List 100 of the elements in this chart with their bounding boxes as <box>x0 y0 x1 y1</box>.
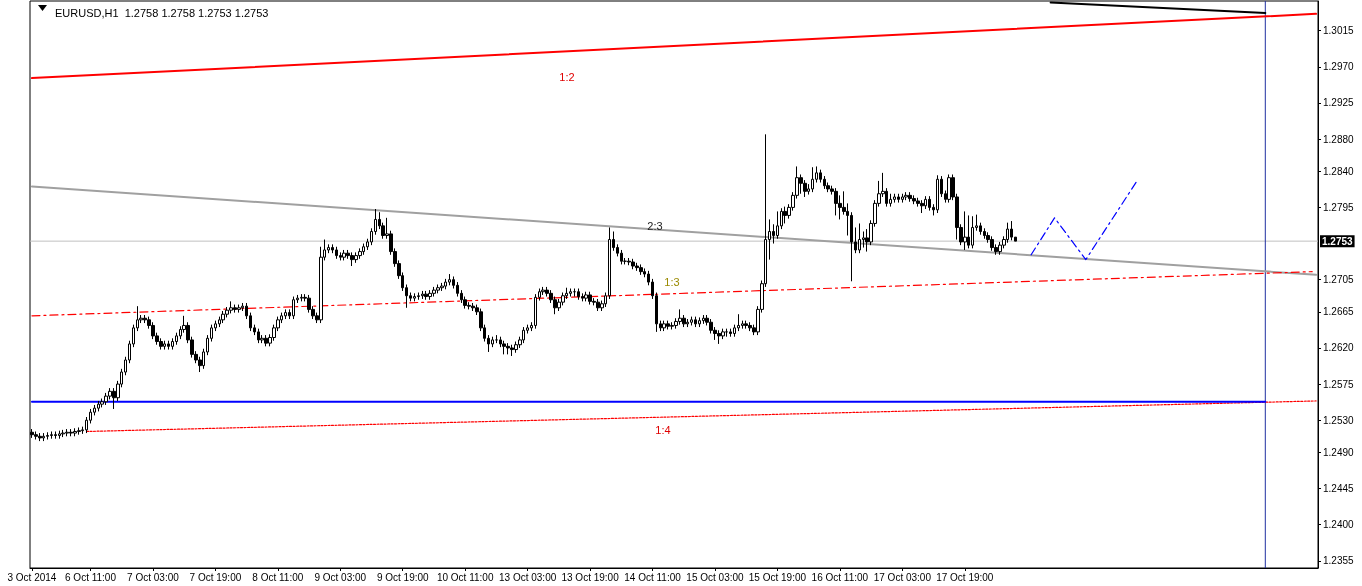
y-tick-label: 1.2490 <box>1323 446 1355 458</box>
x-tick-label: 3 Oct 2014 <box>7 571 57 583</box>
candlestick <box>702 314 705 325</box>
candlestick <box>69 428 73 437</box>
candlestick <box>42 432 45 442</box>
candlestick <box>73 427 77 437</box>
candlestick <box>264 334 268 347</box>
y-tick-label: 1.2400 <box>1323 519 1355 531</box>
candlestick <box>448 273 451 286</box>
line-series <box>1030 181 1138 261</box>
candlestick <box>413 292 416 302</box>
y-tick-label: 1.2575 <box>1323 378 1355 390</box>
candlestick <box>581 292 584 302</box>
candlestick <box>811 166 814 193</box>
candlestick <box>983 227 986 240</box>
candlestick <box>50 430 53 440</box>
candlestick <box>920 199 924 214</box>
x-tick-label: 17 Oct 03:00 <box>873 571 932 583</box>
candlestick <box>61 429 65 438</box>
candlestick <box>257 328 260 344</box>
candlestick <box>432 286 436 298</box>
candlestick <box>292 296 295 320</box>
candlestick <box>167 340 170 351</box>
candlestick <box>569 288 572 298</box>
candlestick <box>834 187 838 216</box>
annotation: 1:2 <box>559 71 575 83</box>
x-tick-label: 17 Oct 19:00 <box>936 571 994 583</box>
candlestick <box>744 320 748 330</box>
candlestick <box>928 195 931 212</box>
candlestick <box>506 342 510 355</box>
y-tick-label: 1.2445 <box>1323 482 1355 494</box>
y-tick-label: 1.2355 <box>1323 555 1355 567</box>
x-tick-label: 15 Oct 19:00 <box>748 571 807 583</box>
candlestick <box>104 392 108 406</box>
candlestick <box>436 284 440 294</box>
candlestick <box>38 432 42 442</box>
candlestick <box>584 291 588 302</box>
x-tick-label: 10 Oct 11:00 <box>436 571 494 583</box>
x-tick-label: 14 Oct 11:00 <box>624 571 682 583</box>
candlestick <box>686 318 689 328</box>
candlestick <box>963 210 967 251</box>
candlestick <box>54 430 57 440</box>
y-tick-label: 1.2705 <box>1323 274 1355 286</box>
candlestick <box>936 174 939 214</box>
candlestick <box>729 328 732 338</box>
x-tick-label: 9 Oct 19:00 <box>376 571 430 583</box>
candlestick <box>1006 222 1009 244</box>
y-tick-label: 1.2880 <box>1323 133 1355 145</box>
candlestick <box>471 302 475 312</box>
candlestick <box>65 428 69 437</box>
candlestick <box>284 308 287 320</box>
y-tick-label: 1.2665 <box>1323 306 1355 318</box>
candlestick <box>577 288 580 301</box>
candlestick <box>596 298 600 312</box>
candlestick <box>467 301 471 310</box>
candlestick <box>662 320 666 332</box>
candlestick <box>776 210 779 240</box>
candlestick <box>339 251 342 261</box>
candlestick <box>912 194 916 205</box>
ref-line-label: 1.2753 <box>1322 235 1354 247</box>
candlestick <box>34 430 38 440</box>
candlestick <box>233 304 237 314</box>
candlestick <box>897 193 900 204</box>
y-tick-label: 1.2840 <box>1323 165 1355 177</box>
candlestick <box>510 344 514 357</box>
candlestick <box>77 426 81 436</box>
candlestick <box>971 215 974 249</box>
candlestick <box>627 257 631 266</box>
candlestick <box>717 329 721 345</box>
candlestick <box>421 290 424 300</box>
candlestick <box>678 308 682 326</box>
y-tick-label: 1.3015 <box>1323 25 1355 37</box>
candlestick <box>58 430 61 440</box>
candlestick <box>163 340 166 351</box>
x-tick-label: 16 Oct 11:00 <box>811 571 869 583</box>
candlestick <box>588 291 592 306</box>
candlestick <box>229 300 233 314</box>
y-tick-label: 1.2530 <box>1323 414 1355 426</box>
candlestick <box>967 214 970 249</box>
candlestick <box>698 316 701 328</box>
candlestick <box>514 341 518 354</box>
candlestick <box>417 292 420 301</box>
candlestick <box>424 290 428 301</box>
candlestick <box>1010 220 1013 241</box>
candlestick <box>300 293 303 302</box>
candlestick <box>335 246 338 260</box>
candlestick <box>893 193 896 204</box>
x-tick-label: 13 Oct 19:00 <box>561 571 620 583</box>
x-tick-label: 15 Oct 03:00 <box>686 571 745 583</box>
candlestick <box>904 191 908 201</box>
candlestick <box>502 340 506 355</box>
candlestick <box>440 282 444 292</box>
candlestick <box>354 251 358 264</box>
candlestick <box>670 321 674 330</box>
candlestick <box>901 193 904 204</box>
annotation: 1:3 <box>664 276 680 288</box>
candlestick <box>428 289 432 301</box>
candlestick <box>342 249 346 261</box>
candlestick <box>350 251 354 267</box>
candlestick <box>748 321 752 332</box>
